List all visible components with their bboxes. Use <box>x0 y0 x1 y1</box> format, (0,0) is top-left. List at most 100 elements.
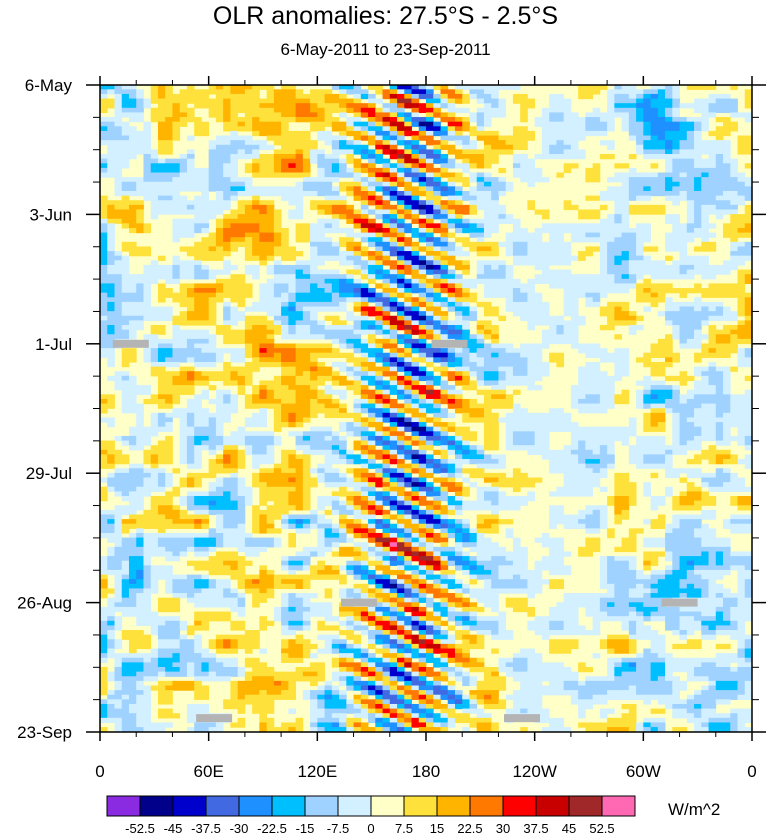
field-cell <box>368 509 376 516</box>
field-cell <box>143 343 159 349</box>
field-cell <box>317 246 340 252</box>
field-cell <box>628 190 680 197</box>
field-cell <box>462 708 485 714</box>
field-cell <box>382 329 391 335</box>
field-cell <box>346 676 354 682</box>
field-cell <box>317 190 340 197</box>
field-cell <box>672 200 680 206</box>
field-cell <box>418 445 434 451</box>
field-cell <box>462 140 470 146</box>
field-cell <box>549 408 565 414</box>
field-cell <box>418 468 427 474</box>
field-cell <box>114 574 123 580</box>
field-cell <box>462 551 470 557</box>
field-cell <box>701 292 752 298</box>
field-cell <box>679 556 709 562</box>
field-cell <box>483 269 507 275</box>
field-cell <box>237 121 246 127</box>
field-cell <box>215 389 231 395</box>
field-cell <box>360 204 369 211</box>
field-cell <box>114 107 123 114</box>
field-cell <box>360 149 369 155</box>
field-cell <box>100 320 130 326</box>
field-cell <box>360 223 376 229</box>
field-cell <box>440 569 456 576</box>
field-cell <box>563 472 608 479</box>
field-cell <box>498 625 507 631</box>
field-cell <box>150 685 166 691</box>
field-cell <box>549 283 637 289</box>
field-cell <box>426 186 434 192</box>
field-cell <box>281 361 318 368</box>
field-cell <box>208 315 217 321</box>
field-cell <box>281 412 289 419</box>
field-cell <box>476 616 507 622</box>
field-cell <box>737 269 752 275</box>
field-cell <box>107 713 137 719</box>
field-cell <box>266 394 275 400</box>
field-cell <box>339 657 347 663</box>
field-cell <box>462 190 470 197</box>
field-cell <box>433 200 441 206</box>
field-cell <box>252 523 260 529</box>
field-cell <box>252 449 268 456</box>
field-cell <box>665 357 673 363</box>
field-cell <box>397 172 405 178</box>
field-cell <box>360 385 369 391</box>
field-cell <box>694 306 702 312</box>
field-cell <box>157 708 173 714</box>
field-cell <box>186 251 231 257</box>
field-cell <box>389 634 398 640</box>
field-cell <box>150 260 159 266</box>
field-cell <box>534 227 651 234</box>
field-cell <box>150 329 166 335</box>
field-cell <box>411 671 420 677</box>
field-cell <box>397 565 405 571</box>
field-cell <box>462 634 478 640</box>
field-cell <box>107 648 115 654</box>
field-cell <box>607 301 630 308</box>
field-cell <box>259 163 275 169</box>
field-cell <box>418 556 434 562</box>
field-cell <box>505 412 572 419</box>
field-cell <box>469 186 478 192</box>
field-cell <box>244 269 260 275</box>
field-cell <box>266 690 282 696</box>
field-cell <box>397 630 405 636</box>
field-cell <box>136 519 173 525</box>
field-cell <box>136 717 152 724</box>
field-cell <box>650 472 659 479</box>
field-cell <box>397 708 405 714</box>
field-cell <box>128 703 152 710</box>
field-cell <box>599 190 630 197</box>
field-cell <box>527 251 572 257</box>
field-cell <box>281 680 289 687</box>
field-cell <box>744 583 752 590</box>
field-cell <box>462 542 478 548</box>
field-cell <box>310 722 318 728</box>
field-cell <box>389 218 398 224</box>
field-cell <box>447 685 456 691</box>
field-cell <box>368 260 376 266</box>
field-cell <box>476 449 485 456</box>
field-cell <box>223 172 239 178</box>
field-cell <box>578 680 586 687</box>
field-cell <box>339 565 347 571</box>
field-cell <box>643 565 651 571</box>
field-cell <box>375 380 383 386</box>
field-cell <box>404 482 412 488</box>
field-cell <box>100 676 108 682</box>
field-cell <box>447 371 456 377</box>
field-cell <box>259 625 268 631</box>
field-cell <box>194 602 239 608</box>
field-cell <box>375 394 383 400</box>
field-cell <box>324 325 354 331</box>
field-cell <box>505 532 514 539</box>
field-cell <box>339 89 347 95</box>
field-cell <box>360 667 369 673</box>
field-cell <box>194 264 202 271</box>
field-cell <box>360 574 369 580</box>
field-cell <box>730 620 738 627</box>
field-cell <box>686 699 717 705</box>
field-cell <box>404 117 412 123</box>
